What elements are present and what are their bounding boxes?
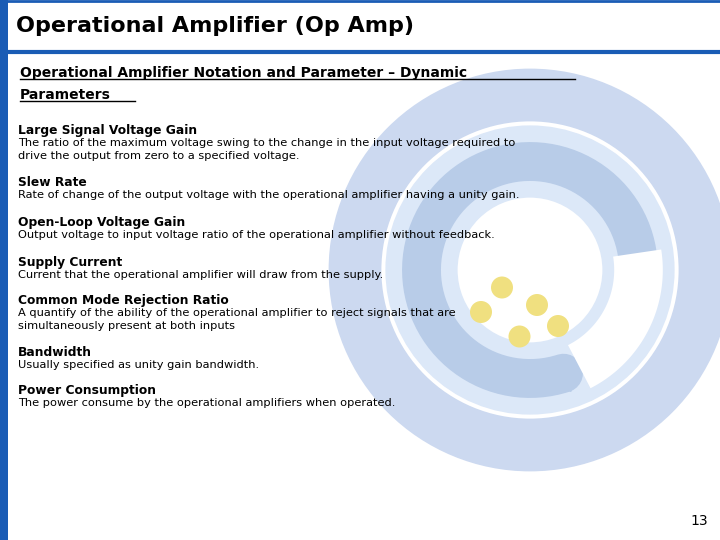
Bar xyxy=(0,0,8,540)
Text: The ratio of the maximum voltage swing to the change in the input voltage requir: The ratio of the maximum voltage swing t… xyxy=(18,138,516,161)
Circle shape xyxy=(491,276,513,299)
Text: Bandwidth: Bandwidth xyxy=(18,346,92,359)
Text: Operational Amplifier Notation and Parameter – Dynamic: Operational Amplifier Notation and Param… xyxy=(20,66,467,80)
Text: Supply Current: Supply Current xyxy=(18,256,122,269)
Text: 13: 13 xyxy=(690,514,708,528)
Circle shape xyxy=(477,218,582,322)
Text: A quantify of the ability of the operational amplifier to reject signals that ar: A quantify of the ability of the operati… xyxy=(18,308,456,331)
Circle shape xyxy=(526,294,548,316)
Text: The power consume by the operational amplifiers when operated.: The power consume by the operational amp… xyxy=(18,398,395,408)
Text: Power Consumption: Power Consumption xyxy=(18,384,156,397)
Text: Open-Loop Voltage Gain: Open-Loop Voltage Gain xyxy=(18,216,185,229)
Text: Large Signal Voltage Gain: Large Signal Voltage Gain xyxy=(18,124,197,137)
Text: Rate of change of the output voltage with the operational amplifier having a uni: Rate of change of the output voltage wit… xyxy=(18,190,520,200)
Circle shape xyxy=(508,326,531,348)
Circle shape xyxy=(470,301,492,323)
Text: Output voltage to input voltage ratio of the operational amplifier without feedb: Output voltage to input voltage ratio of… xyxy=(18,230,495,240)
Text: Parameters: Parameters xyxy=(20,88,111,102)
Circle shape xyxy=(547,315,569,337)
Text: Operational Amplifier (Op Amp): Operational Amplifier (Op Amp) xyxy=(16,16,414,36)
Text: Common Mode Rejection Ratio: Common Mode Rejection Ratio xyxy=(18,294,229,307)
Text: Current that the operational amplifier will draw from the supply.: Current that the operational amplifier w… xyxy=(18,270,383,280)
Text: Slew Rate: Slew Rate xyxy=(18,176,86,189)
Text: Usually specified as unity gain bandwidth.: Usually specified as unity gain bandwidt… xyxy=(18,360,259,370)
